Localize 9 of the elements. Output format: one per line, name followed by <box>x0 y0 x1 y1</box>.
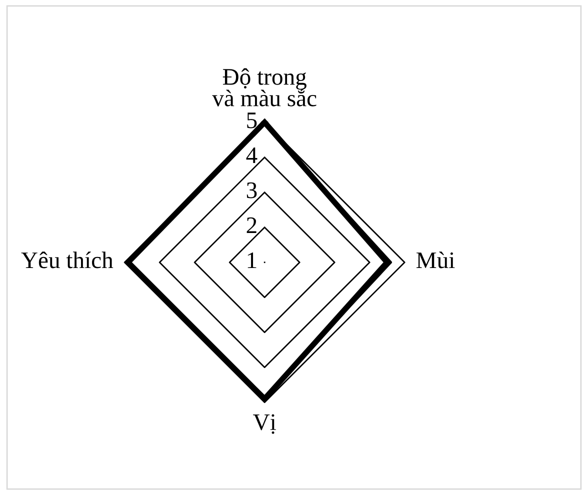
spoke-label: Vị <box>253 414 276 434</box>
y-tick-label: 4 <box>246 147 258 164</box>
spoke-label: Mùi <box>416 252 455 268</box>
y-tick-label: 3 <box>246 182 257 198</box>
spoke-label: Yêu thích <box>21 252 114 268</box>
y-tick-label: 2 <box>246 217 256 234</box>
spoke-label: Độ trong và màu sắc <box>212 68 316 106</box>
y-tick-label: 5 <box>247 112 257 128</box>
y-tick-label: 1 <box>248 252 256 268</box>
